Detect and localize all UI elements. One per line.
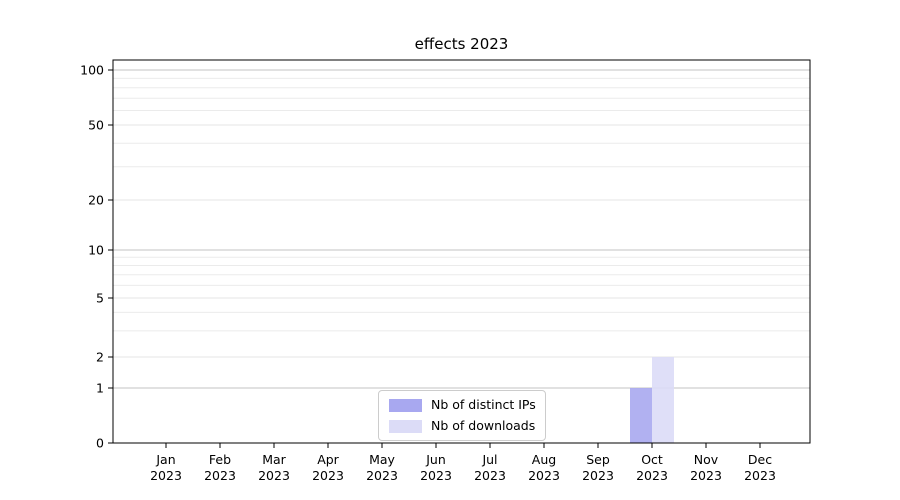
- x-tick-label-year: 2023: [204, 468, 236, 483]
- y-tick-label: 50: [88, 117, 104, 132]
- y-tick-label: 10: [88, 242, 104, 257]
- x-tick-label-month: Apr: [317, 452, 339, 467]
- y-tick-label: 1: [96, 380, 104, 395]
- x-tick-label-month: Jul: [481, 452, 497, 467]
- x-tick-label-month: Feb: [209, 452, 231, 467]
- x-tick-label-month: Nov: [694, 452, 719, 467]
- x-tick-label-year: 2023: [744, 468, 776, 483]
- x-tick-label-month: Aug: [532, 452, 556, 467]
- legend-swatch-distinct-ips: [389, 398, 422, 412]
- legend-item-downloads: Nb of downloads: [389, 419, 536, 433]
- x-tick-label-year: 2023: [420, 468, 452, 483]
- y-tick-label: 100: [80, 62, 104, 77]
- legend-item-distinct-ips: Nb of distinct IPs: [389, 398, 536, 412]
- y-tick-label: 5: [96, 290, 104, 305]
- x-tick-label-year: 2023: [312, 468, 344, 483]
- x-tick-label-month: Oct: [641, 452, 663, 467]
- x-tick-label-year: 2023: [690, 468, 722, 483]
- x-tick-label-month: Jan: [155, 452, 175, 467]
- bar-distinct-ips: [630, 388, 652, 443]
- x-tick-label-month: Mar: [262, 452, 286, 467]
- x-tick-label-year: 2023: [366, 468, 398, 483]
- x-tick-label-month: May: [369, 452, 395, 467]
- x-tick-label-year: 2023: [150, 468, 182, 483]
- x-tick-label-month: Dec: [748, 452, 772, 467]
- y-tick-label: 0: [96, 435, 104, 450]
- chart-title: effects 2023: [414, 35, 509, 53]
- x-tick-label-year: 2023: [258, 468, 290, 483]
- x-tick-label-year: 2023: [528, 468, 560, 483]
- x-tick-label-month: Jun: [425, 452, 446, 467]
- x-tick-label-month: Sep: [586, 452, 610, 467]
- legend-label-distinct-ips: Nb of distinct IPs: [431, 397, 536, 412]
- x-tick-label-year: 2023: [474, 468, 506, 483]
- plot-border: [112, 59, 811, 444]
- x-tick-label-year: 2023: [636, 468, 668, 483]
- y-tick-label: 2: [96, 349, 104, 364]
- x-tick-label-year: 2023: [582, 468, 614, 483]
- legend: Nb of distinct IPs Nb of downloads: [378, 390, 546, 441]
- y-tick-label: 20: [88, 192, 104, 207]
- bar-downloads: [652, 357, 674, 443]
- legend-swatch-downloads: [389, 419, 422, 433]
- legend-label-downloads: Nb of downloads: [431, 418, 536, 433]
